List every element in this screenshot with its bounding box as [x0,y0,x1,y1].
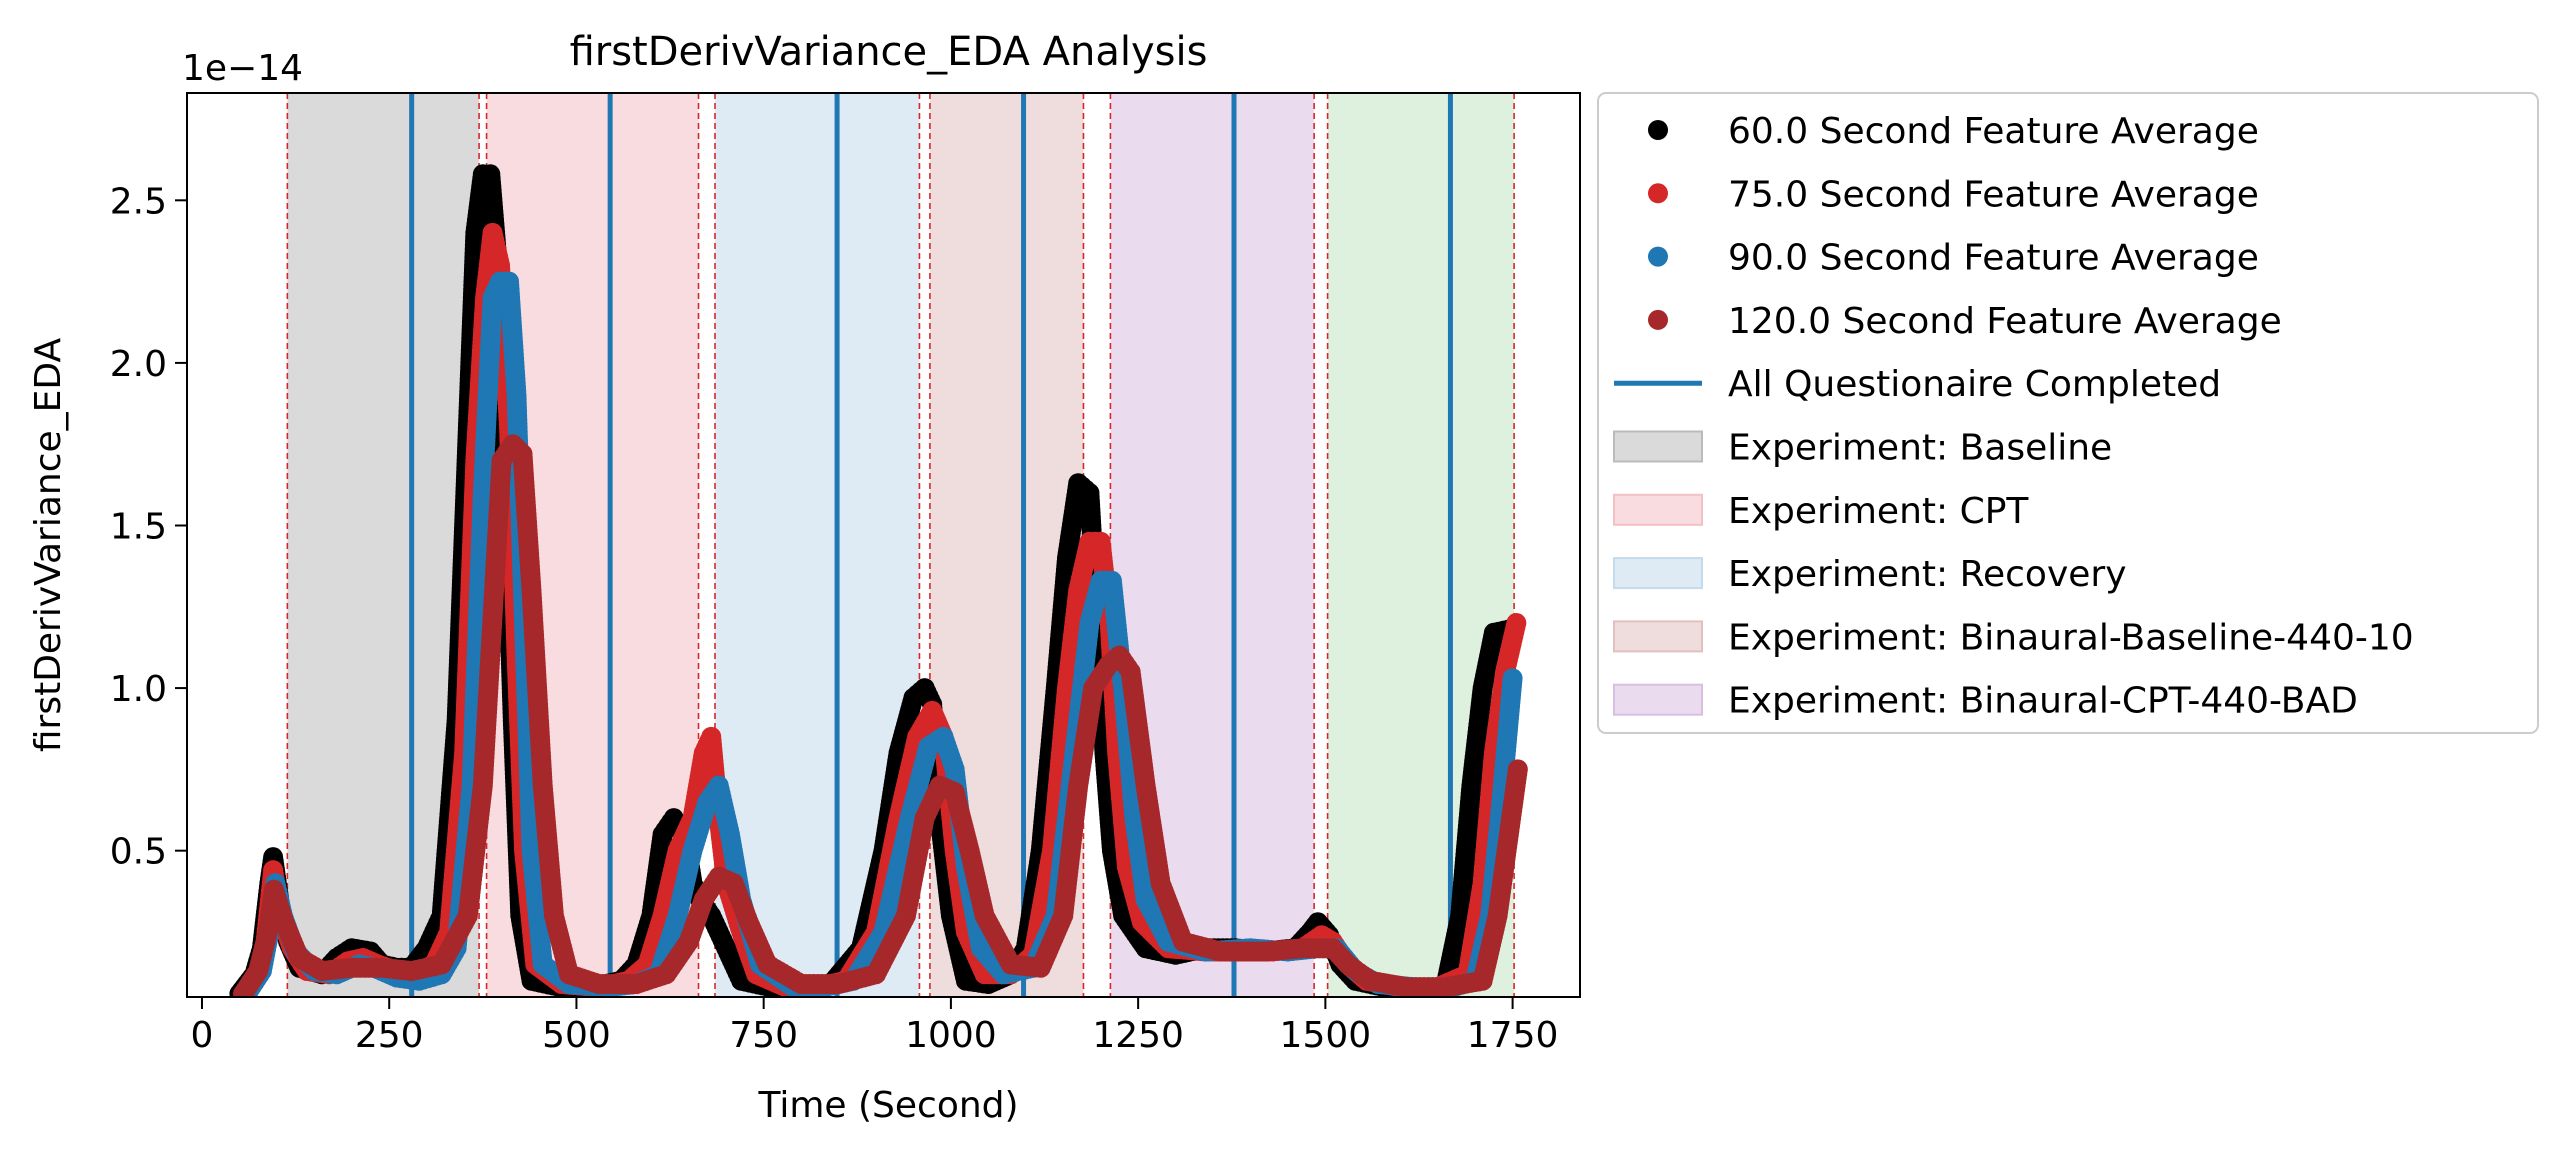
y-axis-label: firstDerivVariance_EDA [28,337,69,752]
x-tick-label: 1250 [1092,1015,1184,1056]
x-axis-ticks: 0 250 500 750 1000 1250 1500 1750 [191,997,1559,1056]
legend-marker-patch [1613,493,1703,526]
legend-entry-label: 120.0 Second Feature Average [1728,301,2282,342]
legend-entry-label: Experiment: Binaural-Baseline-440-10 [1728,617,2414,658]
y-tick-label: 0.5 [110,832,167,873]
legend-entry-label: 60.0 Second Feature Average [1728,111,2259,152]
legend-entry-label: Experiment: Binaural-CPT-440-BAD [1728,681,2358,722]
x-tick-label: 1500 [1280,1015,1372,1056]
legend-entry-label: All Questionaire Completed [1728,364,2221,405]
legend-marker-dot [1648,120,1668,140]
legend-marker-patch [1613,620,1703,653]
series-3 [233,434,1528,997]
legend-marker-patch [1613,557,1703,590]
data-point-series-1 [1506,613,1527,634]
data-points [229,164,1528,997]
x-tick-label: 500 [542,1015,611,1056]
questionnaire-lines [409,93,1453,997]
x-axis-label: Time (Second) [757,1085,1018,1126]
y-tick-label: 2.0 [110,344,167,385]
legend-marker-dot [1648,183,1668,204]
x-tick-label: 1750 [1467,1015,1559,1056]
data-point-series-2 [1502,668,1523,689]
legend-entry-label: 75.0 Second Feature Average [1728,174,2259,215]
legend-marker-dot [1648,246,1668,267]
legend-entry-label: Experiment: Recovery [1728,554,2127,595]
x-tick-label: 750 [729,1015,798,1056]
data-point-series-3 [1507,759,1528,780]
legend-entry-label: Experiment: CPT [1728,491,2029,532]
legend-entry-label: Experiment: Baseline [1728,428,2112,469]
legend: 60.0 Second Feature Average 75.0 Second F… [1597,92,2539,734]
x-tick-label: 0 [191,1015,214,1056]
legend-entry-label: 90.0 Second Feature Average [1728,238,2259,279]
y-tick-label: 1.0 [110,669,167,710]
y-axis-ticks: 0.5 1.0 1.5 2.0 2.5 [110,181,187,873]
legend-marker-dot [1648,309,1668,330]
legend-marker-patch [1613,430,1703,463]
x-tick-label: 1000 [905,1015,997,1056]
legend-marker-patch [1613,683,1703,716]
y-tick-label: 2.5 [110,181,167,222]
axes-frame [186,92,1581,998]
x-tick-label: 250 [355,1015,424,1056]
legend-frame [1597,92,2539,734]
chart-title: firstDerivVariance_EDA Analysis [570,29,1208,75]
y-axis-offset-label: 1e−14 [182,48,303,89]
y-tick-label: 1.5 [110,506,167,547]
